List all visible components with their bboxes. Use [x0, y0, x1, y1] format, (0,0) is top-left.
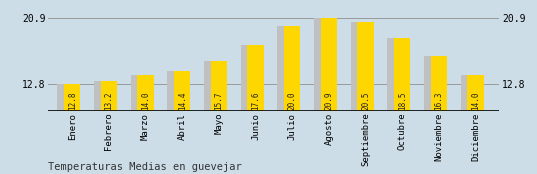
Text: 14.0: 14.0 — [141, 92, 150, 110]
Text: 16.3: 16.3 — [434, 92, 444, 110]
Text: 20.5: 20.5 — [361, 92, 370, 110]
Bar — [137, 75, 154, 111]
Bar — [64, 84, 81, 111]
Text: 18.5: 18.5 — [398, 92, 407, 110]
Bar — [321, 18, 337, 111]
Bar — [57, 84, 74, 111]
Text: 17.6: 17.6 — [251, 92, 260, 110]
Bar — [431, 56, 447, 111]
Text: 14.4: 14.4 — [178, 92, 187, 110]
Bar — [130, 75, 147, 111]
Bar — [394, 38, 410, 111]
Bar — [94, 81, 111, 111]
Bar — [100, 81, 117, 111]
Text: 15.7: 15.7 — [214, 92, 223, 110]
Text: 12.8: 12.8 — [68, 92, 77, 110]
Bar — [351, 22, 367, 111]
Bar — [174, 71, 191, 111]
Bar — [461, 75, 477, 111]
Bar — [211, 61, 227, 111]
Text: Temperaturas Medias en guevejar: Temperaturas Medias en guevejar — [48, 162, 242, 172]
Bar — [168, 71, 184, 111]
Bar — [357, 22, 374, 111]
Bar — [424, 56, 440, 111]
Bar — [247, 45, 264, 111]
Text: 20.9: 20.9 — [324, 92, 333, 110]
Text: 20.0: 20.0 — [288, 92, 297, 110]
Bar — [467, 75, 484, 111]
Bar — [277, 26, 294, 111]
Text: 13.2: 13.2 — [104, 92, 113, 110]
Bar — [204, 61, 221, 111]
Bar — [387, 38, 404, 111]
Bar — [284, 26, 301, 111]
Bar — [314, 18, 331, 111]
Bar — [241, 45, 257, 111]
Text: 14.0: 14.0 — [471, 92, 480, 110]
